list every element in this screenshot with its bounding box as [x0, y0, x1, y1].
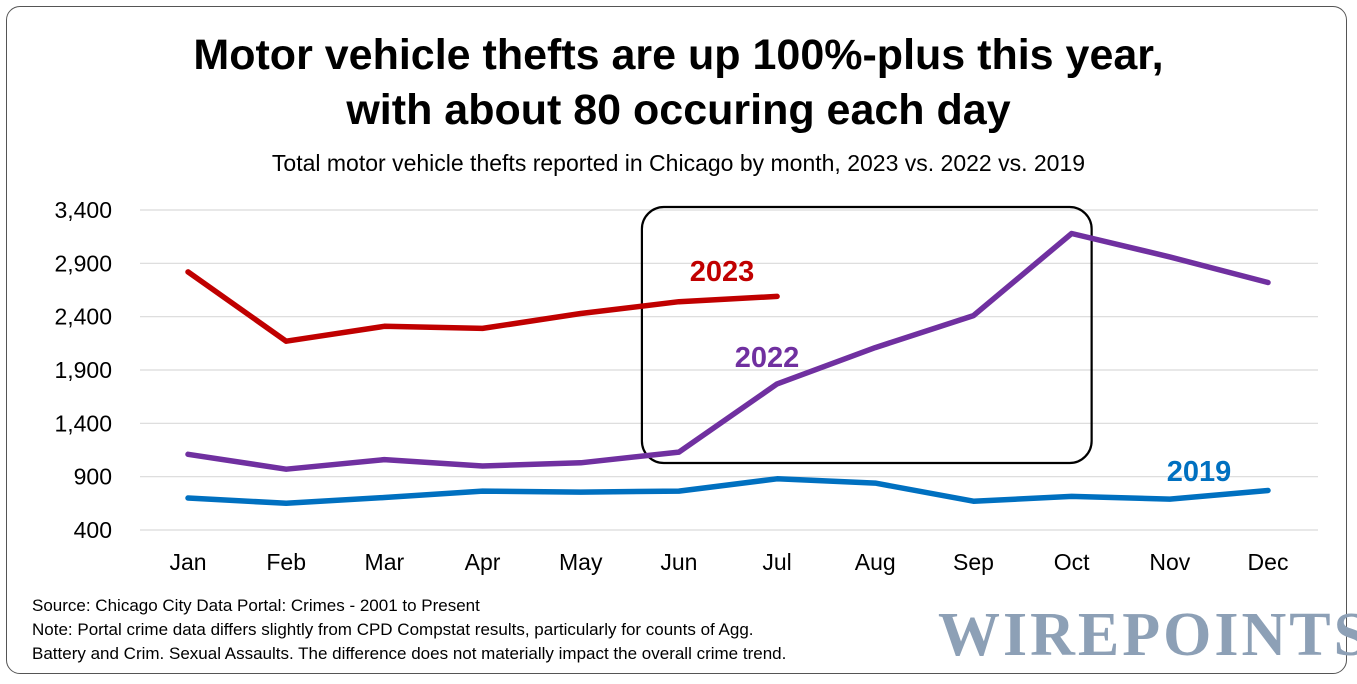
highlight-box: [640, 205, 1093, 465]
series-label-2019: 2019: [1167, 456, 1232, 488]
x-tick-label: Jun: [660, 549, 697, 575]
footnotes: Source: Chicago City Data Portal: Crimes…: [32, 594, 786, 666]
x-tick-label: Aug: [855, 549, 896, 575]
y-tick-label: 900: [74, 464, 112, 490]
series-label-2023: 2023: [690, 256, 755, 288]
series-line-2022: [185, 230, 1271, 472]
series-line-2023: [185, 269, 780, 344]
source-note: Source: Chicago City Data Portal: Crimes…: [32, 596, 480, 615]
y-tick-label: 2,400: [54, 304, 112, 330]
series-line-2019: [185, 476, 1271, 507]
x-tick-label: Jul: [762, 549, 791, 575]
y-tick-label: 1,900: [54, 357, 112, 383]
x-tick-label: Mar: [365, 549, 405, 575]
wirepoints-logo: WIREPOINTS: [938, 601, 1357, 669]
x-tick-label: May: [559, 549, 603, 575]
data-note-line1: Note: Portal crime data differs slightly…: [32, 620, 754, 639]
x-tick-label: Nov: [1149, 549, 1190, 575]
x-tick-label: Dec: [1248, 549, 1289, 575]
y-tick-label: 3,400: [54, 197, 112, 223]
series-label-2022: 2022: [735, 342, 800, 374]
chart-subtitle: Total motor vehicle thefts reported in C…: [271, 150, 1086, 176]
y-tick-label: 1,400: [54, 410, 112, 436]
data-note-line2: Battery and Crim. Sexual Assaults. The d…: [32, 644, 787, 663]
y-tick-label: 2,900: [54, 250, 112, 276]
x-tick-label: Sep: [953, 549, 994, 575]
chart-title-line1: Motor vehicle thefts are up 100%-plus th…: [193, 31, 1164, 79]
x-tick-label: Feb: [266, 549, 306, 575]
chart-frame: [6, 6, 1347, 674]
x-tick-label: Apr: [465, 549, 501, 575]
y-tick-label: 400: [74, 517, 112, 543]
x-tick-label: Jan: [169, 549, 206, 575]
x-tick-label: Oct: [1054, 549, 1090, 575]
chart-title-line2: with about 80 occuring each day: [346, 86, 1011, 134]
